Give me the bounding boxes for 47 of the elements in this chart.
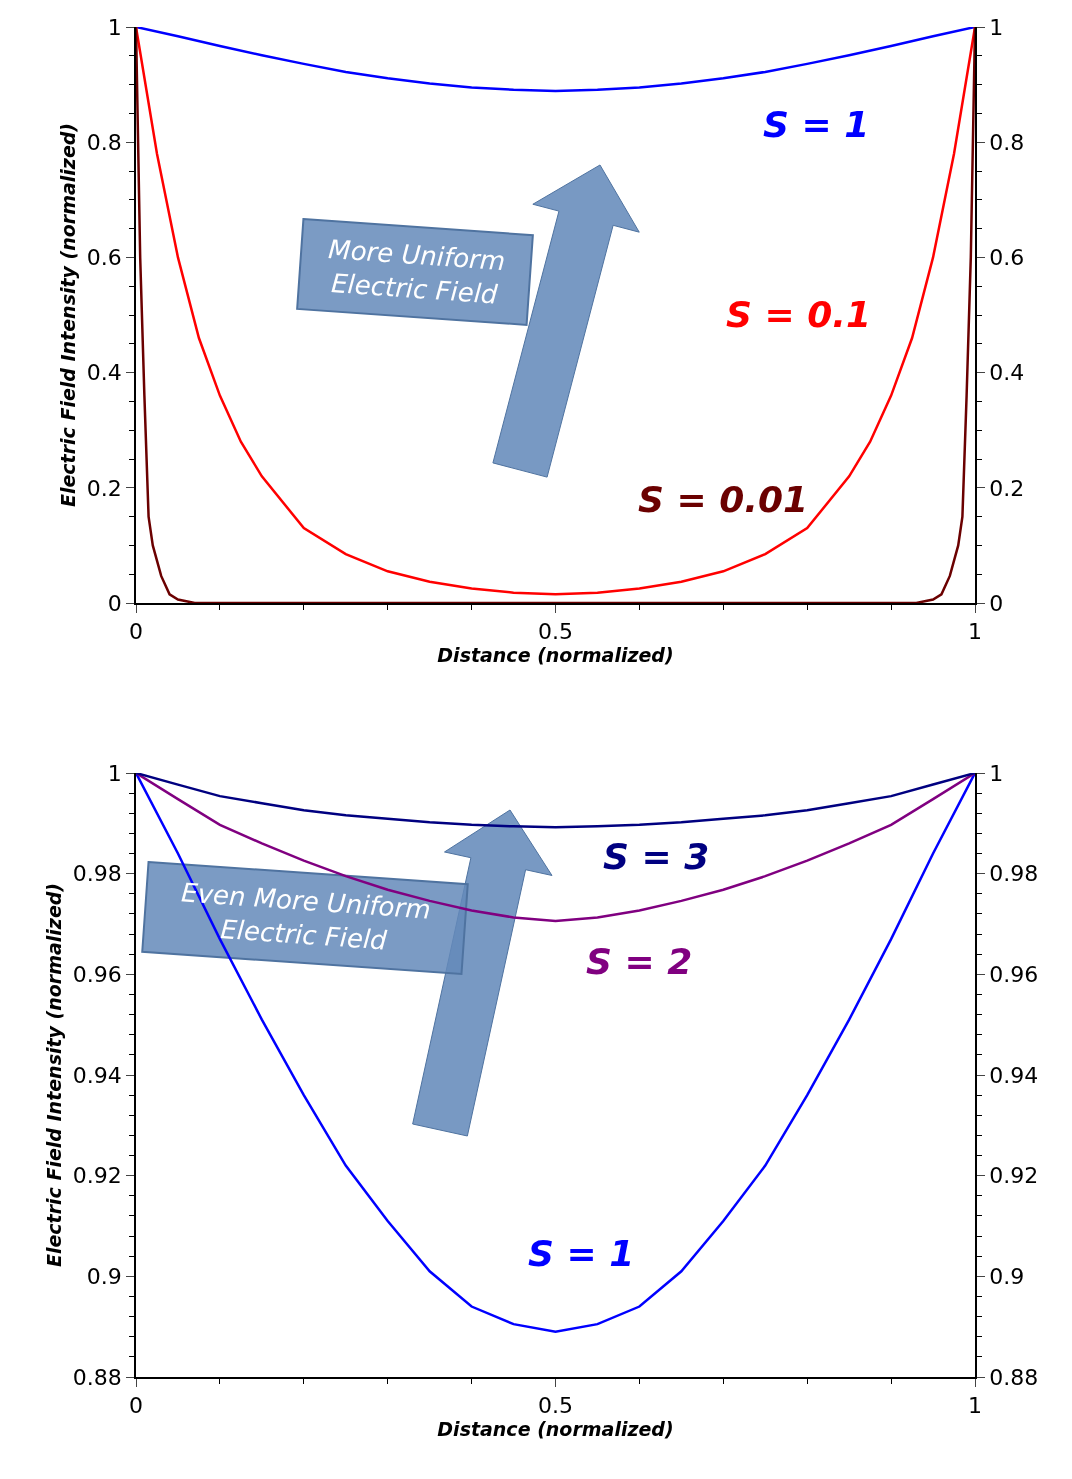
y-tick-label: 0.94	[72, 1062, 122, 1088]
y2-tick-label: 0.2	[989, 475, 1025, 501]
y-tick-label: 0	[107, 590, 122, 616]
y2-tick-label: 0.94	[989, 1062, 1039, 1088]
y-tick-label: 0.6	[86, 245, 122, 271]
annotation: More Uniform Electric Field	[327, 233, 507, 310]
y2-tick-label: 0.6	[989, 245, 1025, 271]
y-tick-label: 0.4	[86, 360, 122, 386]
series-label: S = 1	[528, 1233, 635, 1274]
x-tick-label: 1	[968, 619, 982, 645]
x-tick-label: 1	[968, 1393, 982, 1419]
x-tick-label: 0	[129, 1393, 143, 1419]
y-tick-label: 0.88	[72, 1364, 122, 1390]
y-tick-label: 0.8	[86, 129, 122, 155]
y-tick-label: 1	[107, 14, 122, 40]
y-tick-label: 0.92	[72, 1163, 122, 1189]
y-tick-label: 0.98	[72, 861, 122, 887]
y-tick-label: 0.2	[86, 475, 122, 501]
y2-tick-label: 0.96	[989, 962, 1039, 988]
line-series	[136, 27, 975, 93]
y-tick-label: 1	[107, 760, 122, 786]
series-label: S = 2	[586, 941, 693, 982]
text: S = 0.01	[638, 479, 808, 520]
y2-tick-label: 1	[989, 14, 1004, 40]
y-tick-label: 0.9	[86, 1264, 122, 1290]
x-axis-title: Distance (normalized)	[437, 644, 674, 667]
x-tick-label: 0.5	[538, 619, 573, 645]
y2-tick-label: 0.4	[989, 360, 1025, 386]
y2-tick-label: 0	[989, 590, 1004, 616]
series-label: S = 1	[763, 104, 870, 145]
x-tick-label: 0.5	[538, 1393, 573, 1419]
y2-tick-label: 0.98	[989, 861, 1039, 887]
series-label: S = 3	[603, 836, 710, 877]
line-series	[136, 773, 975, 1333]
x-axis-title: Distance (normalized)	[437, 1418, 674, 1441]
y2-tick-label: 0.9	[989, 1264, 1025, 1290]
annotation: Even More Uniform Electric Field	[180, 877, 432, 956]
y2-tick-label: 0.92	[989, 1163, 1039, 1189]
y-tick-label: 0.96	[72, 962, 122, 988]
y-axis-title: Electric Field Intensity (normalized)	[43, 882, 66, 1268]
y2-tick-label: 0.8	[989, 129, 1025, 155]
y2-tick-label: 0.88	[989, 1364, 1039, 1390]
line-series	[136, 773, 975, 829]
x-tick-label: 0	[129, 619, 143, 645]
y-axis-title: Electric Field Intensity (normalized)	[57, 122, 80, 508]
series-label: S = 0.1	[726, 294, 871, 335]
y2-tick-label: 1	[989, 760, 1004, 786]
